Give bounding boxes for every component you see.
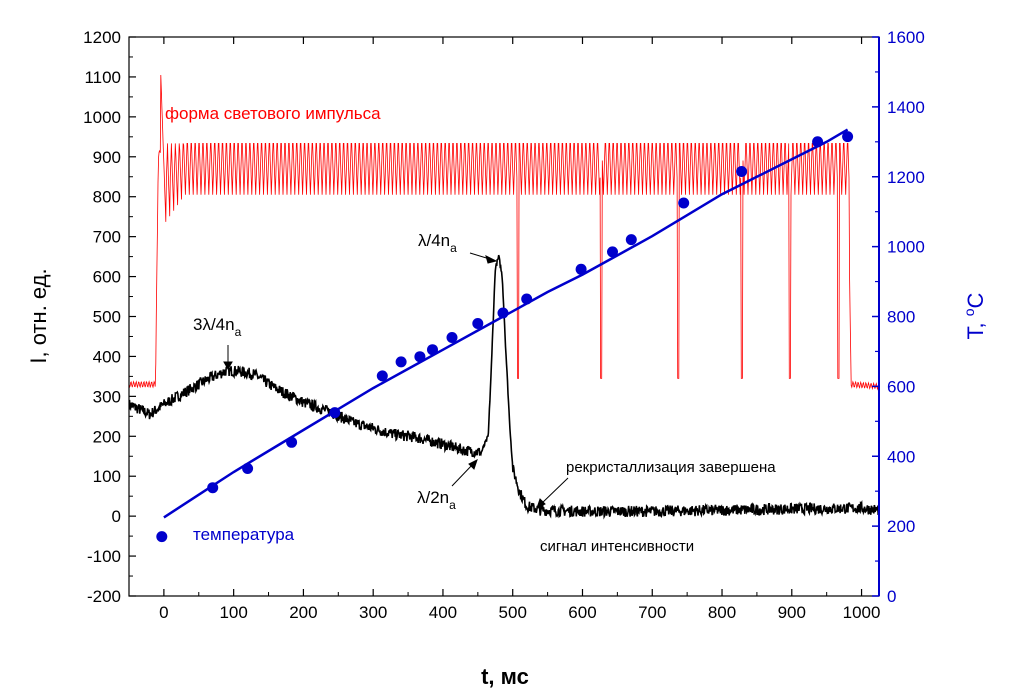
pulse-series: [129, 74, 879, 391]
y-right-tick-label: 1000: [887, 238, 925, 257]
arrowhead-recryst: [536, 498, 546, 509]
temperature-point: [736, 166, 748, 177]
temperature-point: [607, 246, 618, 258]
y-left-tick-label: 100: [93, 467, 121, 486]
signal-label: сигнал интенсивности: [540, 538, 694, 555]
temperature-point: [625, 234, 637, 246]
y-left-tick-label: 800: [93, 188, 121, 207]
y-left-tick-label: 600: [93, 268, 121, 287]
peak-lambda4-sub: a: [450, 241, 457, 255]
temperature-point: [497, 307, 509, 319]
pulse-label: форма светового импульса: [165, 104, 381, 123]
x-tick-label: 100: [219, 603, 247, 622]
temperature-point: [678, 197, 690, 209]
x-tick-label: 500: [499, 603, 527, 622]
peak-3lambda-label: 3λ/4na: [193, 315, 242, 339]
y-right-tick-label: 0: [887, 587, 896, 606]
y-left-tick-label: 1000: [83, 108, 121, 127]
temperature-line: [163, 128, 849, 519]
y-left-tick-label: 400: [93, 347, 121, 366]
x-tick-label: 0: [159, 603, 168, 622]
y-right-tick-label: 600: [887, 377, 915, 396]
y-left-tick-label: 900: [93, 148, 121, 167]
arrowhead-lambda4: [485, 255, 498, 264]
x-tick-label: 200: [289, 603, 317, 622]
temperature-point: [521, 293, 533, 305]
temperature-point: [376, 370, 388, 382]
signal-series: [129, 254, 879, 520]
temperature-point: [156, 531, 168, 543]
y-left-tick-label: 0: [112, 507, 121, 526]
temperature-point: [242, 463, 254, 474]
annotation-arrows: [223, 252, 569, 509]
y-axis-right-title: T, oC: [961, 292, 988, 339]
y-right-tick-label: 400: [887, 447, 915, 466]
axes: 0 100 200 300 400 500 600 700 800 900 1000-200-100…: [83, 28, 925, 622]
temperature-point: [842, 131, 854, 143]
y-left-tick-label: -200: [87, 587, 121, 606]
y-axis-left-title: I, отн. ед.: [26, 268, 51, 363]
recrystallization-label: рекристаллизация завершена: [566, 459, 776, 476]
x-tick-label: 1000: [843, 603, 881, 622]
temperature-point: [575, 263, 587, 275]
temperature-point: [286, 436, 298, 448]
min-lambda2-label: λ/2na: [417, 488, 456, 512]
x-axis-title: t, мс: [481, 664, 529, 689]
y-left-tick-label: 500: [93, 308, 121, 327]
y-axis-right-base: T,: [963, 316, 988, 339]
peak-lambda4-main: λ/4n: [418, 231, 450, 250]
peak-3lambda-main: 3λ/4n: [193, 315, 235, 334]
peak-lambda4-label: λ/4na: [418, 231, 457, 255]
peak-3lambda-sub: a: [235, 325, 242, 339]
temperature-point: [812, 136, 824, 148]
y-right-tick-label: 800: [887, 308, 915, 327]
min-lambda2-sub: a: [449, 498, 456, 512]
arrow-recryst: [539, 477, 569, 506]
temperature-point: [472, 318, 484, 329]
arrowhead-3lambda: [223, 361, 233, 371]
pulse-line: [129, 74, 879, 391]
temperature-point: [329, 407, 341, 419]
temperature-label: температура: [193, 525, 295, 544]
y-right-tick-label: 1600: [887, 28, 925, 47]
x-tick-label: 700: [638, 603, 666, 622]
y-left-tick-label: 200: [93, 427, 121, 446]
temperature-point: [395, 356, 407, 368]
y-left-tick-label: 300: [93, 387, 121, 406]
x-tick-label: 800: [708, 603, 736, 622]
y-right-tick-label: 1200: [887, 168, 925, 187]
x-tick-label: 400: [429, 603, 457, 622]
x-tick-label: 300: [359, 603, 387, 622]
temperature-point: [446, 332, 458, 343]
x-tick-label: 900: [778, 603, 806, 622]
y-left-tick-label: 700: [93, 228, 121, 247]
arrowhead-lambda2: [468, 459, 478, 470]
y-left-tick-label: 1200: [83, 28, 121, 47]
y-left-tick-label: -100: [87, 547, 121, 566]
y-axis-right-degree: o: [961, 308, 977, 316]
y-left-tick-label: 1100: [84, 68, 121, 87]
y-right-tick-label: 200: [887, 517, 915, 536]
y-right-tick-label: 1400: [887, 98, 925, 117]
temperature-point: [207, 482, 219, 494]
min-lambda2-main: λ/2n: [417, 488, 449, 507]
y-axis-right-unit: C: [963, 292, 988, 308]
temperature-point: [414, 351, 426, 363]
signal-line: [129, 254, 879, 520]
arrow-lambda2: [451, 462, 475, 487]
x-tick-label: 600: [568, 603, 596, 622]
plot-area: [129, 74, 879, 543]
temperature-series: [156, 128, 854, 543]
temperature-point: [427, 344, 438, 356]
